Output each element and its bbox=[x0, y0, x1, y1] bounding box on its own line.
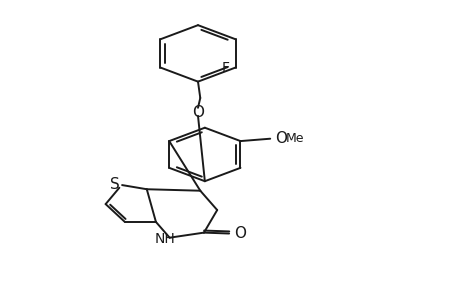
Text: O: O bbox=[274, 131, 286, 146]
Text: O: O bbox=[234, 226, 246, 241]
Text: F: F bbox=[222, 61, 230, 74]
Text: NH: NH bbox=[154, 232, 175, 246]
Text: S: S bbox=[110, 177, 119, 192]
Text: O: O bbox=[191, 105, 203, 120]
Text: Me: Me bbox=[285, 132, 304, 145]
